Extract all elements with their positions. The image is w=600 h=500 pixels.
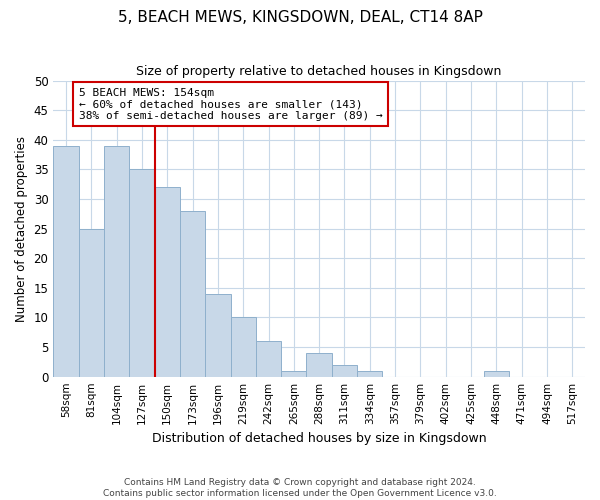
Y-axis label: Number of detached properties: Number of detached properties — [15, 136, 28, 322]
Text: 5, BEACH MEWS, KINGSDOWN, DEAL, CT14 8AP: 5, BEACH MEWS, KINGSDOWN, DEAL, CT14 8AP — [118, 10, 482, 25]
Bar — [281, 371, 307, 376]
Bar — [357, 371, 382, 376]
Bar — [307, 353, 332, 376]
Bar — [53, 146, 79, 376]
Bar — [332, 365, 357, 376]
Title: Size of property relative to detached houses in Kingsdown: Size of property relative to detached ho… — [136, 65, 502, 78]
X-axis label: Distribution of detached houses by size in Kingsdown: Distribution of detached houses by size … — [152, 432, 487, 445]
Bar — [155, 187, 180, 376]
Bar — [230, 318, 256, 376]
Bar — [256, 341, 281, 376]
Bar — [484, 371, 509, 376]
Text: Contains HM Land Registry data © Crown copyright and database right 2024.
Contai: Contains HM Land Registry data © Crown c… — [103, 478, 497, 498]
Text: 5 BEACH MEWS: 154sqm
← 60% of detached houses are smaller (143)
38% of semi-deta: 5 BEACH MEWS: 154sqm ← 60% of detached h… — [79, 88, 382, 121]
Bar — [180, 211, 205, 376]
Bar — [79, 228, 104, 376]
Bar — [205, 294, 230, 376]
Bar — [129, 170, 155, 376]
Bar — [104, 146, 129, 376]
